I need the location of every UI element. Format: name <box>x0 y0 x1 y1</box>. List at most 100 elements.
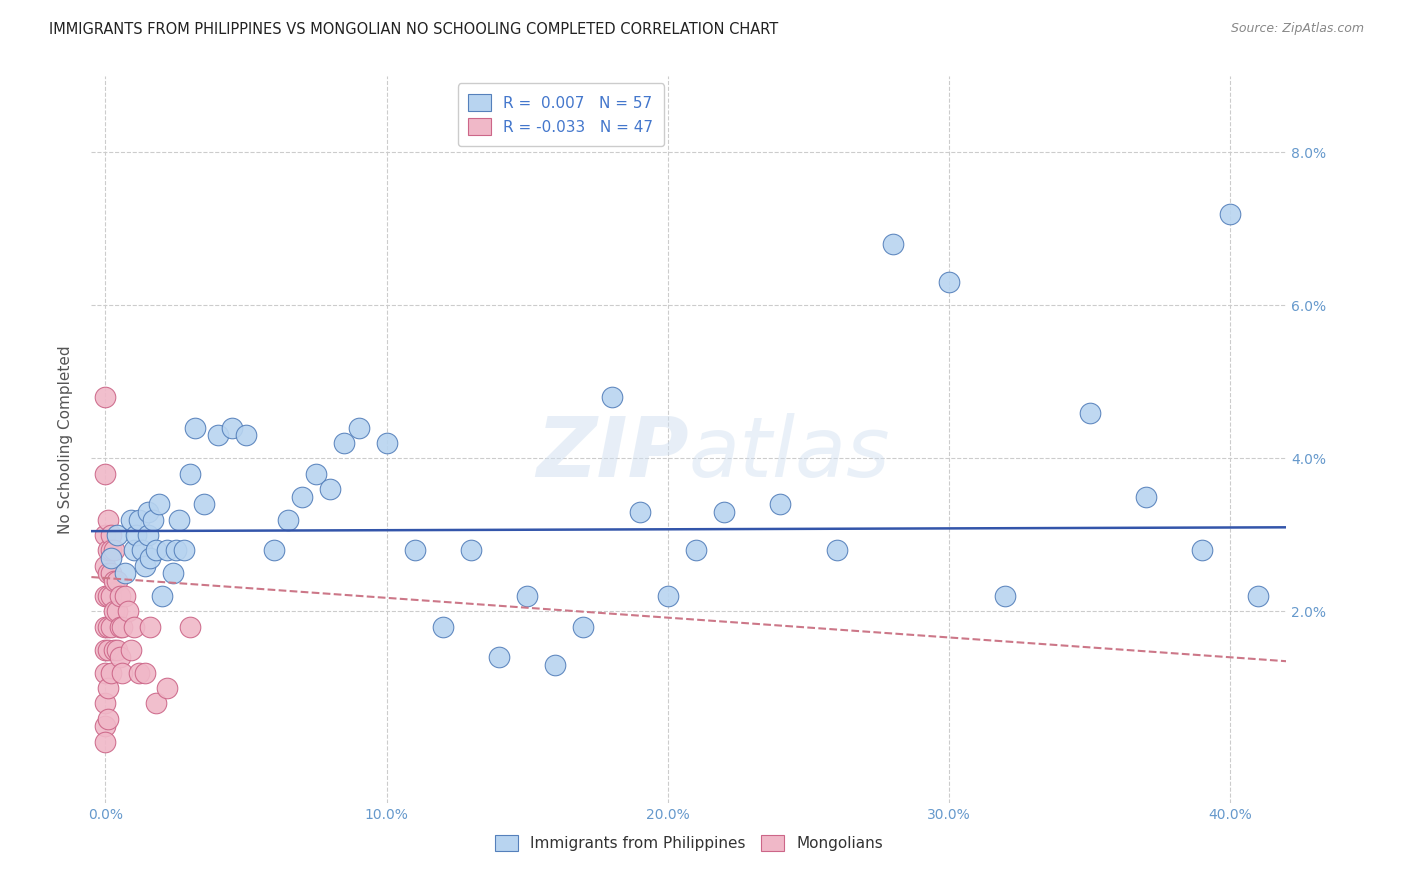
Text: Source: ZipAtlas.com: Source: ZipAtlas.com <box>1230 22 1364 36</box>
Point <box>184 421 207 435</box>
Point <box>173 543 195 558</box>
Point <box>108 650 131 665</box>
Point <box>128 513 150 527</box>
Point <box>488 650 510 665</box>
Point <box>347 421 370 435</box>
Point <box>319 482 342 496</box>
Point <box>994 589 1017 603</box>
Point <box>167 513 190 527</box>
Point <box>94 665 117 680</box>
Point <box>769 497 792 511</box>
Point <box>108 620 131 634</box>
Text: atlas: atlas <box>689 413 890 494</box>
Point <box>291 490 314 504</box>
Point <box>97 642 120 657</box>
Point <box>165 543 187 558</box>
Point <box>94 620 117 634</box>
Point <box>100 550 122 565</box>
Point <box>139 620 162 634</box>
Point <box>628 505 651 519</box>
Point <box>544 658 567 673</box>
Point <box>375 436 398 450</box>
Point <box>97 681 120 695</box>
Point <box>105 605 128 619</box>
Point <box>713 505 735 519</box>
Point <box>1219 206 1241 220</box>
Point <box>111 620 134 634</box>
Point <box>94 467 117 481</box>
Point <box>142 513 165 527</box>
Y-axis label: No Schooling Completed: No Schooling Completed <box>58 345 73 533</box>
Point <box>432 620 454 634</box>
Point <box>179 620 201 634</box>
Point <box>122 620 145 634</box>
Point <box>179 467 201 481</box>
Point <box>94 558 117 573</box>
Point <box>1247 589 1270 603</box>
Point <box>193 497 215 511</box>
Point <box>333 436 356 450</box>
Point <box>94 390 117 404</box>
Point <box>97 712 120 726</box>
Point <box>1135 490 1157 504</box>
Point <box>460 543 482 558</box>
Point <box>100 528 122 542</box>
Point <box>516 589 538 603</box>
Point <box>94 528 117 542</box>
Point <box>100 589 122 603</box>
Text: ZIP: ZIP <box>536 413 689 494</box>
Point <box>120 642 142 657</box>
Point <box>277 513 299 527</box>
Point <box>108 589 131 603</box>
Point <box>128 665 150 680</box>
Point <box>97 566 120 581</box>
Point <box>122 543 145 558</box>
Point <box>572 620 595 634</box>
Point <box>305 467 328 481</box>
Point <box>97 513 120 527</box>
Point <box>100 665 122 680</box>
Legend: Immigrants from Philippines, Mongolians: Immigrants from Philippines, Mongolians <box>486 826 891 861</box>
Point <box>404 543 426 558</box>
Point <box>156 543 179 558</box>
Point <box>825 543 848 558</box>
Point <box>162 566 184 581</box>
Point <box>1078 405 1101 419</box>
Point <box>97 589 120 603</box>
Point <box>103 574 125 588</box>
Point <box>105 642 128 657</box>
Point <box>105 574 128 588</box>
Point <box>235 428 257 442</box>
Point <box>103 642 125 657</box>
Point <box>94 642 117 657</box>
Point <box>221 421 243 435</box>
Point <box>120 513 142 527</box>
Point <box>136 505 159 519</box>
Point <box>97 543 120 558</box>
Point <box>103 543 125 558</box>
Point <box>105 528 128 542</box>
Point <box>117 605 139 619</box>
Point <box>263 543 285 558</box>
Point <box>134 558 156 573</box>
Point <box>114 589 136 603</box>
Point <box>114 566 136 581</box>
Point <box>100 620 122 634</box>
Point <box>136 528 159 542</box>
Point <box>139 550 162 565</box>
Point <box>148 497 170 511</box>
Point <box>125 528 148 542</box>
Point <box>103 605 125 619</box>
Point <box>100 566 122 581</box>
Point <box>134 665 156 680</box>
Point <box>156 681 179 695</box>
Point <box>97 620 120 634</box>
Point <box>938 276 960 290</box>
Point <box>94 696 117 710</box>
Point <box>657 589 679 603</box>
Point <box>94 589 117 603</box>
Point <box>882 237 904 252</box>
Point <box>100 543 122 558</box>
Point <box>145 543 167 558</box>
Point <box>94 734 117 748</box>
